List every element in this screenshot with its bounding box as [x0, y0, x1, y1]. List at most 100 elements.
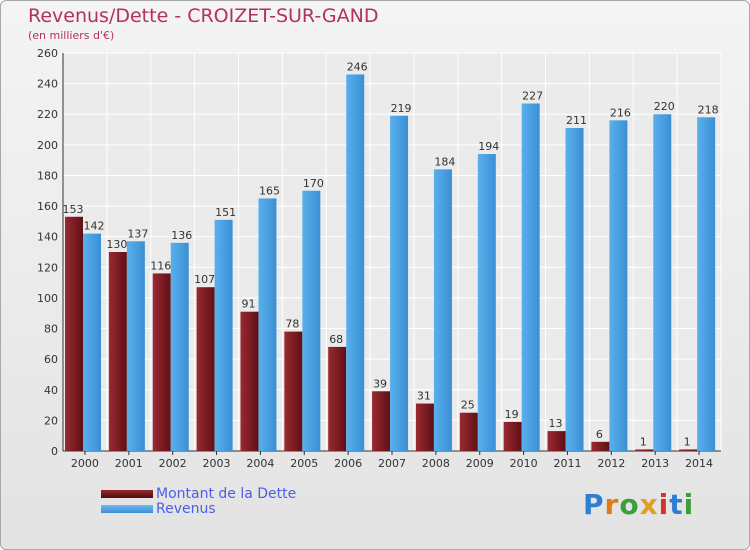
y-tick-label: 260 — [37, 47, 58, 60]
data-label-revenus: 216 — [610, 106, 631, 119]
x-tick-label: 2003 — [203, 457, 231, 470]
x-tick-label: 2013 — [641, 457, 669, 470]
y-tick-label: 100 — [37, 292, 58, 305]
bar-revenus — [83, 233, 101, 451]
data-label-revenus: 184 — [434, 155, 455, 168]
bar-revenus — [302, 190, 321, 451]
bar-debt — [591, 441, 610, 451]
legend-label-debt: Montant de la Dette — [156, 486, 297, 502]
data-label-revenus: 136 — [171, 229, 192, 242]
data-label-revenus: 170 — [303, 177, 324, 190]
chart-title: Revenus/Dette - CROIZET-SUR-GAND — [28, 5, 379, 27]
bar-revenus — [565, 128, 584, 451]
bar-debt — [415, 403, 434, 451]
proxiti-logo: Proxiti — [583, 488, 694, 521]
y-tick-label: 20 — [44, 414, 58, 427]
bar-debt — [547, 431, 566, 451]
bar-debt — [635, 449, 654, 451]
logo-letter: t — [669, 488, 684, 521]
data-label-revenus: 137 — [127, 227, 148, 240]
bar-debt — [65, 216, 83, 451]
bar-debt — [108, 252, 127, 451]
data-label-revenus: 220 — [654, 100, 675, 113]
data-label-revenus: 151 — [215, 206, 236, 219]
logo-letter: r — [604, 488, 620, 521]
data-label-revenus: 246 — [347, 60, 368, 73]
bar-revenus — [477, 154, 496, 451]
y-tick-label: 180 — [37, 169, 58, 182]
x-tick-label: 2012 — [597, 457, 625, 470]
legend-swatch-debt — [101, 490, 153, 498]
y-tick-label: 60 — [44, 353, 58, 366]
data-label-debt: 153 — [63, 203, 84, 216]
data-label-debt: 1 — [640, 435, 647, 448]
data-label-debt: 130 — [106, 238, 127, 251]
logo-letter: P — [583, 488, 605, 521]
logo-letter: i — [658, 488, 670, 521]
x-tick-label: 2011 — [553, 457, 581, 470]
bar-debt — [240, 311, 259, 451]
bar-revenus — [126, 241, 145, 451]
bar-revenus — [390, 115, 409, 451]
data-label-debt: 68 — [329, 333, 343, 346]
bar-revenus — [433, 169, 452, 452]
data-label-revenus: 194 — [478, 140, 499, 153]
bar-debt — [196, 287, 215, 451]
data-label-debt: 25 — [461, 399, 475, 412]
y-tick-label: 80 — [44, 323, 58, 336]
x-tick-label: 2004 — [246, 457, 274, 470]
bars — [65, 74, 716, 452]
y-tick-label: 40 — [44, 384, 58, 397]
x-tick-label: 2008 — [422, 457, 450, 470]
bar-debt — [152, 273, 171, 451]
logo-letter: i — [683, 488, 695, 521]
bar-revenus — [346, 74, 365, 451]
x-tick-label: 2010 — [510, 457, 538, 470]
logo-letter: x — [639, 488, 659, 521]
data-label-debt: 13 — [549, 417, 563, 430]
bar-revenus — [697, 117, 716, 452]
bar-revenus — [214, 219, 233, 451]
x-tick-label: 2005 — [290, 457, 318, 470]
x-tick-label: 2009 — [466, 457, 494, 470]
data-label-debt: 107 — [194, 273, 215, 286]
data-label-debt: 31 — [417, 390, 431, 403]
y-tick-label: 200 — [37, 139, 58, 152]
bar-revenus — [653, 114, 672, 451]
bar-debt — [328, 346, 347, 451]
data-label-debt: 91 — [241, 298, 255, 311]
data-label-revenus: 219 — [391, 102, 412, 115]
bar-debt — [503, 421, 522, 451]
x-tick-label: 2000 — [71, 457, 99, 470]
bar-debt — [679, 449, 698, 451]
bar-revenus — [170, 242, 189, 451]
data-label-debt: 116 — [150, 259, 171, 272]
y-tick-label: 160 — [37, 200, 58, 213]
data-label-revenus: 218 — [698, 103, 719, 116]
y-tick-label: 0 — [51, 445, 58, 458]
x-tick-label: 2007 — [378, 457, 406, 470]
bar-debt — [284, 331, 303, 451]
bar-revenus — [258, 198, 277, 451]
y-tick-label: 120 — [37, 261, 58, 274]
legend-swatch-revenus — [101, 505, 153, 513]
x-tick-label: 2002 — [159, 457, 187, 470]
data-label-debt: 39 — [373, 377, 387, 390]
y-tick-label: 140 — [37, 231, 58, 244]
data-label-debt: 6 — [596, 428, 603, 441]
x-tick-label: 2006 — [334, 457, 362, 470]
x-tick-label: 2014 — [685, 457, 713, 470]
data-label-revenus: 142 — [84, 220, 105, 233]
x-tick-label: 2001 — [115, 457, 143, 470]
data-label-revenus: 165 — [259, 184, 280, 197]
data-label-debt: 19 — [505, 408, 519, 421]
labels: 1531421301371161361071519116578170682463… — [63, 60, 719, 448]
logo-letter: o — [619, 488, 640, 521]
y-tick-label: 220 — [37, 108, 58, 121]
bar-debt — [459, 412, 478, 451]
data-label-revenus: 227 — [522, 90, 543, 103]
chart-subtitle: (en milliers d'€) — [28, 29, 115, 42]
y-tick-label: 240 — [37, 78, 58, 91]
